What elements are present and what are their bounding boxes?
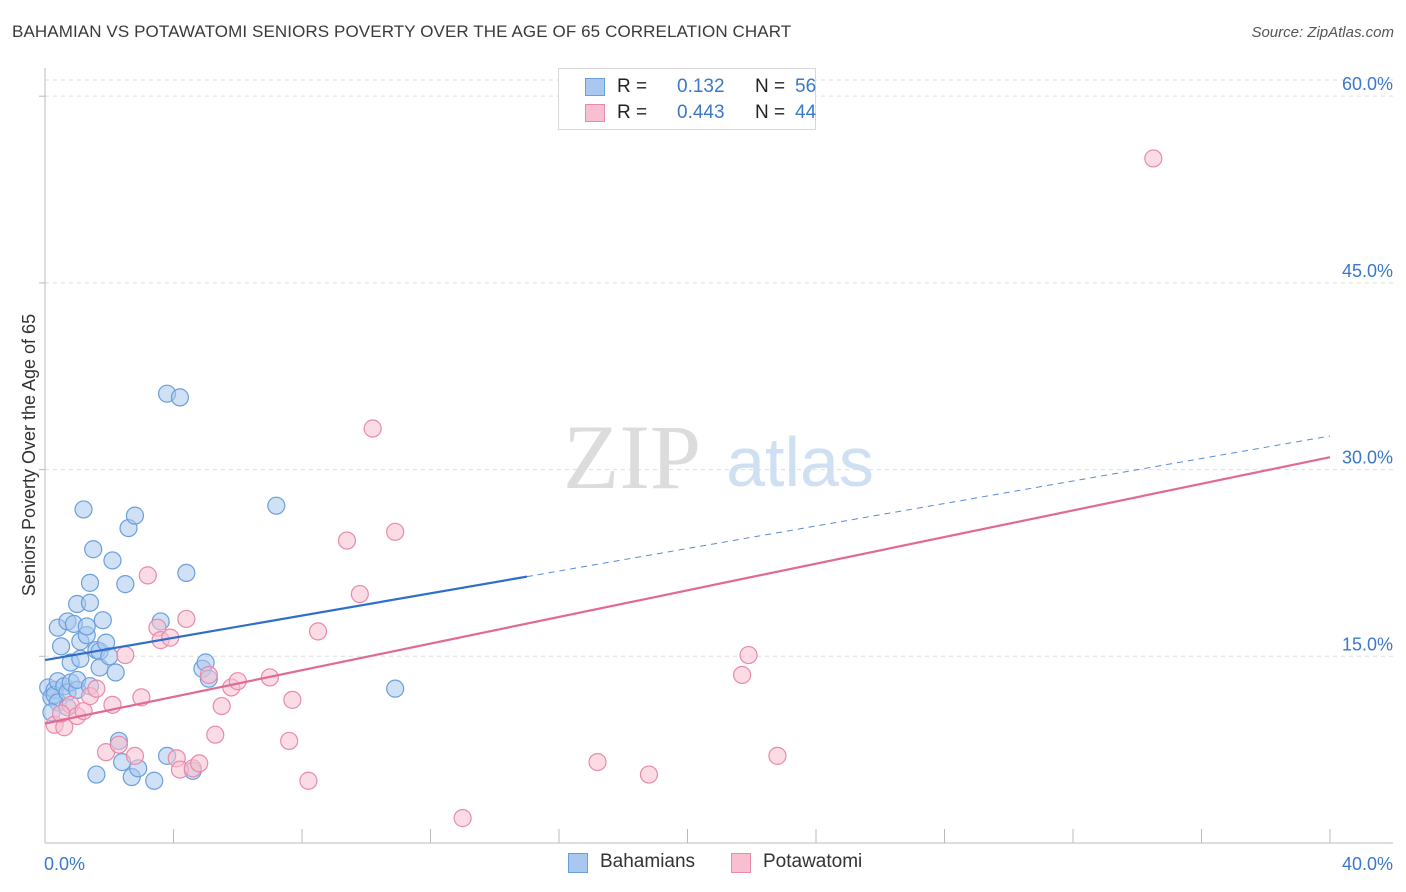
r-value: 0.132 [677,76,725,97]
bahamian-point [145,771,164,790]
r-value: 0.443 [677,102,725,123]
r-label: R = [617,102,648,123]
potawatomi-point [228,672,247,691]
bahamian-point [177,563,196,583]
bahamian-point [84,540,103,559]
n-label: N = [755,102,786,123]
watermark-atlas: atlas [726,423,874,501]
potawatomi-point [280,731,299,751]
r-label: R = [617,76,648,97]
n-label: N = [755,76,786,97]
legend-swatch-pink [585,104,605,122]
legend-label: Bahamians [600,851,696,872]
bahamian-point [87,765,106,784]
y-tick-label: 45.0% [1342,261,1393,281]
bahamian-trend-line [44,575,528,662]
data-points [39,149,1163,828]
potawatomi-point [453,809,472,828]
legend-swatch-blue [568,853,588,873]
potawatomi-point [138,566,157,585]
axes [39,68,1393,844]
potawatomi-point [177,609,196,629]
bahamian-point [80,593,100,612]
x-tick-label: 40.0% [1342,854,1393,874]
n-value: 44 [795,102,817,123]
potawatomi-trend-line [44,456,1331,725]
y-axis-label: Seniors Poverty Over the Age of 65 [19,314,39,596]
y-tick-label: 60.0% [1342,74,1393,94]
potawatomi-point [51,704,71,723]
bahamian-point [80,573,100,592]
trend-lines [44,435,1331,725]
bahamian-point [74,500,93,519]
potawatomi-point [109,735,128,754]
potawatomi-point [308,622,328,641]
bahamian-point [125,506,145,525]
potawatomi-point [283,690,302,709]
potawatomi-point [199,665,218,685]
potawatomi-point [739,645,758,665]
potawatomi-point [639,765,659,784]
legend-swatch-pink [731,853,751,873]
bahamian-point [77,617,96,636]
legend-swatch-blue [585,78,605,96]
y-tick-label: 30.0% [1342,448,1393,468]
grid [45,79,1393,657]
potawatomi-point [299,771,318,790]
potawatomi-point [87,679,106,698]
potawatomi-point [733,665,752,685]
x-tick-label: 0.0% [44,854,85,874]
bahamian-point [170,388,190,407]
potawatomi-point [1144,149,1163,168]
bahamian-point [51,637,71,656]
y-tick-label: 15.0% [1342,634,1393,654]
axis-labels: 15.0% 30.0% 45.0% 60.0% 0.0% 40.0% Seniors Pov… [19,74,1393,874]
legend-label: Potawatomi [763,851,863,872]
bahamian-point [267,496,286,515]
potawatomi-point [588,752,607,772]
chart-title: BAHAMIAN VS POTAWATOMI SENIORS POVERTY O… [12,22,792,41]
bahamian-point [106,663,125,682]
bahamian-point [103,551,122,570]
stats-legend: R = 0.132 N = 56 R = 0.443 N = 44 [558,68,816,130]
bahamian-point [93,611,112,630]
potawatomi-point [768,746,787,765]
potawatomi-point [363,419,382,438]
bahamian-point [386,679,405,698]
n-value: 56 [795,76,817,97]
potawatomi-point [350,584,369,604]
source-label: Source: ZipAtlas.com [1251,24,1394,41]
potawatomi-point [125,746,145,765]
bahamian-trend-extension [526,435,1331,578]
potawatomi-point [190,754,209,773]
potawatomi-point [337,531,357,550]
bahamian-point [116,575,135,594]
potawatomi-point [212,696,231,716]
potawatomi-point [206,725,225,744]
watermark-zip: ZIP [563,406,701,508]
potawatomi-point [116,645,135,665]
potawatomi-point [386,522,405,541]
